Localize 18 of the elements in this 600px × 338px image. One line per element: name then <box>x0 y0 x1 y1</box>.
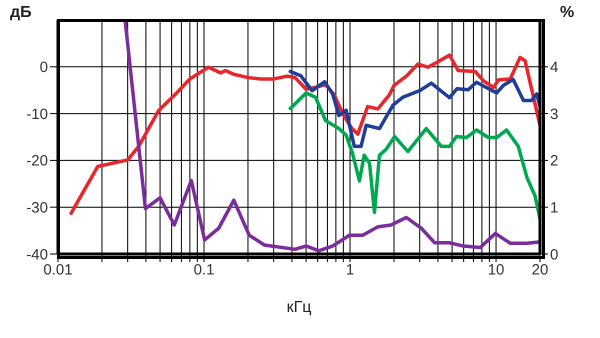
y-tick-label: -30 <box>26 200 48 217</box>
x-axis-title: кГц <box>286 299 312 316</box>
y2-tick-label: 1 <box>550 200 558 217</box>
x-tick-label: 1 <box>346 262 354 279</box>
x-tick-label: 20 <box>532 262 548 279</box>
y-axis-title: дБ <box>10 4 32 22</box>
y-tick-label: -10 <box>26 106 48 123</box>
y2-tick-label: 0 <box>550 246 558 264</box>
x-tick-label: 0.01 <box>43 262 73 279</box>
y2-axis-title: % <box>560 4 574 22</box>
y-tick-label: 0 <box>40 59 48 76</box>
x-tick-label: 0.1 <box>194 262 214 279</box>
y-tick-label: -40 <box>26 246 48 264</box>
x-tick-label: 10 <box>488 262 504 279</box>
y-tick-label: -20 <box>26 152 48 170</box>
y2-tick-label: 2 <box>550 152 558 170</box>
y2-tick-label: 4 <box>550 59 558 76</box>
y2-tick-label: 3 <box>550 106 558 123</box>
